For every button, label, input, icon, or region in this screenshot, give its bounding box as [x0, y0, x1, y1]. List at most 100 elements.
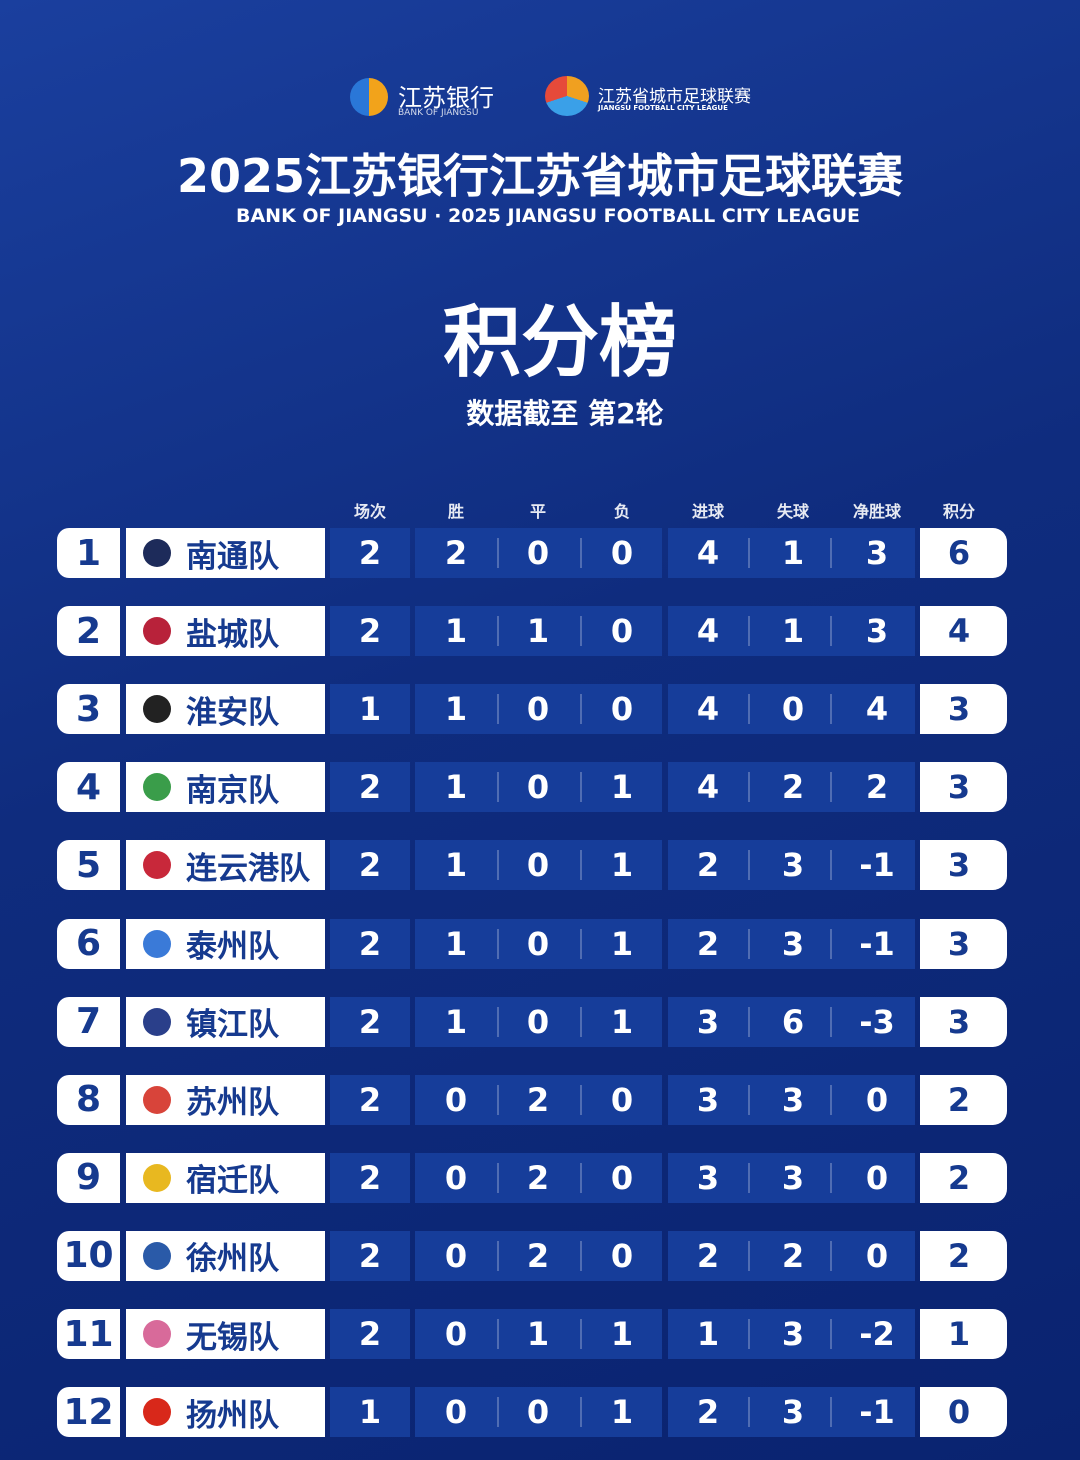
- points: 3: [947, 846, 971, 885]
- stat: 0: [444, 1080, 468, 1119]
- points-cell: [920, 1309, 1007, 1359]
- stat: 2: [358, 768, 382, 807]
- stat: 1: [610, 1002, 634, 1041]
- column-header: 净胜球: [852, 502, 901, 521]
- divider: [497, 1084, 499, 1115]
- team-badge: [143, 1398, 171, 1427]
- divider: [580, 1162, 582, 1193]
- points-cell: [920, 918, 1007, 969]
- team-badge: [143, 695, 171, 724]
- title: 2025江苏银行江苏省城市足球联赛: [176, 149, 904, 203]
- divider: [497, 850, 499, 881]
- points: 1: [947, 1315, 971, 1353]
- divider: [580, 928, 582, 959]
- rank: 1: [57, 528, 120, 578]
- divider: [830, 1084, 832, 1115]
- divider: [748, 1162, 750, 1193]
- stat-group: [415, 1230, 662, 1281]
- stat: 4: [696, 612, 720, 651]
- points-cell: [920, 1230, 1007, 1281]
- stat: 1: [610, 768, 634, 807]
- team-name: 南通队: [186, 538, 279, 575]
- divider: [497, 1319, 499, 1349]
- stat: 1: [610, 1393, 634, 1432]
- team-name: 徐州队: [186, 1241, 279, 1278]
- stat: 2: [526, 1236, 550, 1275]
- stat: 0: [865, 1080, 889, 1119]
- points-cell: [920, 1152, 1007, 1203]
- league-logo: [545, 76, 589, 116]
- stat: 2: [781, 768, 805, 807]
- stat-group: [415, 1074, 662, 1125]
- stat: 2: [696, 1393, 720, 1432]
- stat: 3: [781, 1158, 805, 1197]
- team-badge: [143, 1320, 171, 1348]
- stat: 4: [696, 768, 720, 807]
- stat: 0: [526, 690, 550, 729]
- stat: 0: [526, 768, 550, 807]
- sponsor-en: BANK OF JIANGSU: [398, 108, 479, 118]
- stat-group: [330, 1074, 410, 1125]
- divider: [580, 694, 582, 725]
- stat-group: [415, 1387, 662, 1438]
- stat-group: [668, 606, 915, 657]
- points: 2: [947, 1158, 971, 1197]
- stat: 3: [865, 534, 889, 572]
- divider: [748, 850, 750, 881]
- stat: 2: [358, 1315, 382, 1353]
- stat-group: [668, 528, 915, 578]
- stat: 4: [865, 690, 889, 729]
- stat: 0: [865, 1236, 889, 1275]
- stat: 3: [781, 924, 805, 963]
- stat-group: [415, 606, 662, 657]
- stat: 1: [781, 612, 805, 651]
- stat: 1: [444, 924, 468, 963]
- rank: 2: [57, 606, 120, 657]
- points: 2: [947, 1080, 971, 1119]
- stat: 2: [358, 846, 382, 885]
- team-name: 南京队: [186, 772, 279, 809]
- team-name: 连云港队: [186, 850, 310, 887]
- rank: 6: [57, 918, 120, 969]
- divider: [580, 1397, 582, 1428]
- divider: [830, 694, 832, 725]
- heading: 积分榜: [442, 298, 677, 388]
- stat: 2: [358, 534, 382, 572]
- points: 6: [947, 534, 971, 572]
- points-cell: [920, 1074, 1007, 1125]
- stat: 0: [781, 690, 805, 729]
- stat: 2: [358, 1002, 382, 1041]
- points: 3: [947, 924, 971, 963]
- stat: 1: [526, 1315, 550, 1353]
- team-badge: [143, 539, 171, 567]
- points: 0: [947, 1393, 971, 1432]
- league-en: JIANGSU FOOTBALL CITY LEAGUE: [598, 104, 728, 112]
- divider: [830, 1162, 832, 1193]
- team-badge: [143, 1085, 171, 1114]
- stat: 3: [865, 612, 889, 651]
- stat: -1: [859, 924, 895, 963]
- stat: 3: [781, 846, 805, 885]
- divider: [580, 616, 582, 647]
- divider: [497, 1240, 499, 1271]
- divider: [580, 850, 582, 881]
- team-name: 镇江队: [186, 1007, 279, 1044]
- team-name: 泰州队: [186, 929, 279, 965]
- stat-group: [668, 1230, 915, 1281]
- team-name: 宿迁队: [186, 1163, 279, 1200]
- team-name: 苏州队: [186, 1085, 279, 1122]
- divider: [748, 1240, 750, 1271]
- stat-group: [330, 1152, 410, 1203]
- column-header: 场次: [353, 502, 386, 521]
- stat: 0: [444, 1236, 468, 1275]
- points: 3: [947, 1002, 971, 1041]
- stat: 0: [444, 1393, 468, 1432]
- stat: 3: [696, 1080, 720, 1119]
- divider: [748, 1319, 750, 1349]
- divider: [748, 1084, 750, 1115]
- points-cell: [920, 996, 1007, 1047]
- stat: 0: [610, 612, 634, 651]
- stat-group: [415, 918, 662, 969]
- stat: 2: [696, 846, 720, 885]
- divider: [748, 1397, 750, 1428]
